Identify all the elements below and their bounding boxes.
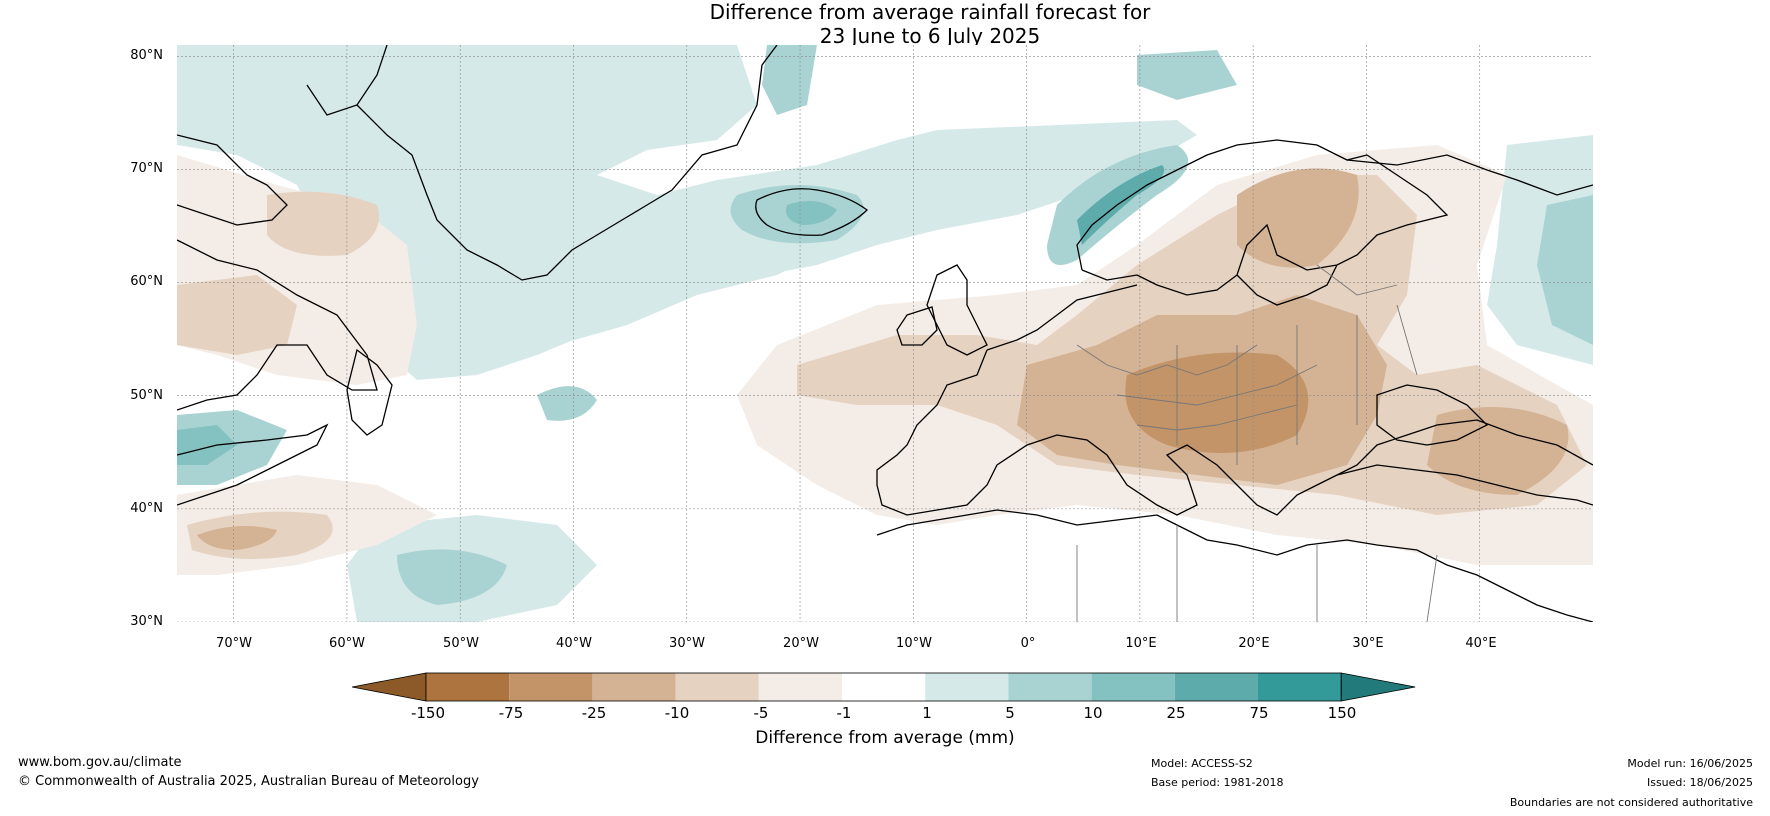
colorbar-segment-7 [925, 673, 1009, 701]
lon-label-40w: 40°W [556, 636, 592, 651]
colorbar-frame [425, 672, 1342, 702]
colorbar-tick-minus-10: -10 [664, 704, 690, 722]
coast-nova-scotia [177, 423, 329, 506]
lon-label-10e: 10°E [1125, 636, 1157, 651]
coast-baltic [1236, 264, 1338, 306]
colorbar-title: Difference from average (mm) [755, 728, 1015, 748]
coast-uk [926, 264, 988, 356]
dry-area-canada-medium [177, 275, 297, 355]
lon-label-60w: 60°W [329, 636, 365, 651]
lat-label-60n: 60°N [130, 274, 163, 289]
lat-label-30n: 30°N [130, 614, 163, 629]
lat-label-80n: 80°N [130, 48, 163, 63]
coast-labrador [177, 239, 378, 411]
colorbar-tick-5: 5 [1005, 704, 1015, 722]
colorbar-segment-3 [592, 673, 676, 701]
dry-area-europe-core [1125, 352, 1309, 453]
lat-label-40n: 40°N [130, 501, 163, 516]
colorbar-tick-minus-5: -5 [753, 704, 769, 722]
coast-north-sea [986, 284, 1138, 351]
coast-baffin [177, 134, 288, 226]
lon-label-10w: 10°W [896, 636, 932, 651]
coastlines [177, 45, 1593, 622]
wet-area-north-atlantic [177, 45, 1197, 380]
lat-label-50n: 50°N [130, 388, 163, 403]
map-area [177, 45, 1593, 622]
coast-greenland [356, 45, 778, 281]
title-line-2: 23 June to 6 July 2025 [819, 24, 1041, 48]
coast-iceland [755, 188, 868, 236]
colorbar-tick-75: 75 [1249, 704, 1269, 722]
wet-area-mid-atlantic-core [397, 549, 507, 605]
borders [1076, 264, 1438, 622]
lon-label-20e: 20°E [1238, 636, 1270, 651]
colorbar [352, 672, 1416, 702]
dry-area-black-sea [1427, 407, 1569, 495]
colorbar-tick-25: 25 [1166, 704, 1186, 722]
colorbar-segment-2 [509, 673, 593, 701]
footer-model: Model: ACCESS-S2 [1151, 757, 1253, 770]
anomaly-shading [177, 45, 1593, 622]
colorbar-segment-10 [1174, 673, 1258, 701]
colorbar-tick-1: 1 [922, 704, 932, 722]
colorbar-tick-minus-1: -1 [836, 704, 852, 722]
colorbar-extension-low [352, 672, 427, 702]
colorbar-tick-minus-150: -150 [410, 704, 446, 722]
coast-ireland [896, 306, 938, 346]
coast-norway [1076, 139, 1368, 271]
rainfall-map [177, 45, 1593, 622]
chart-title: Difference from average rainfall forecas… [0, 0, 1770, 48]
colorbar-segment-8 [1008, 673, 1092, 701]
footer-website: www.bom.gov.au/climate [18, 755, 182, 770]
title-line-1: Difference from average rainfall forecas… [709, 0, 1151, 24]
lon-label-20w: 20°W [783, 636, 819, 651]
coast-scandinavia-east [1081, 154, 1449, 296]
wet-area-svalbard [1137, 50, 1237, 100]
coast-newfoundland [346, 348, 393, 436]
footer-issued: Issued: 18/06/2025 [1646, 776, 1753, 789]
colorbar-segment-5 [758, 673, 842, 701]
lon-label-0: 0° [1020, 636, 1036, 651]
coast-turkey [1336, 464, 1593, 506]
colorbar-tick-minus-25: -25 [581, 704, 607, 722]
wet-area-norway-core [1077, 165, 1165, 245]
footer-model-run: Model run: 16/06/2025 [1627, 757, 1753, 770]
coast-black-sea [1376, 384, 1489, 446]
wet-area-greenland-south [437, 165, 827, 345]
wet-area-greenland-east [762, 45, 817, 115]
coast-kola [1346, 154, 1593, 196]
dry-area-scandinavia [1237, 168, 1359, 268]
dry-area-subtropic-dark [197, 526, 277, 550]
coast-north-africa [876, 509, 1593, 622]
footer-copyright: © Commonwealth of Australia 2025, Austra… [18, 774, 479, 789]
wet-area-atlantic-spot [537, 386, 597, 421]
colorbar-segment-4 [675, 673, 759, 701]
lon-label-50w: 50°W [443, 636, 479, 651]
dry-area-baffin [267, 191, 379, 256]
colorbar-tick-150: 150 [1327, 704, 1357, 722]
colorbar-segment-9 [1091, 673, 1175, 701]
coast-greenland-west [306, 45, 388, 116]
lon-label-30e: 30°E [1352, 636, 1384, 651]
colorbar-tick-minus-75: -75 [498, 704, 524, 722]
wet-area-iceland-core [786, 201, 837, 225]
lat-label-70n: 70°N [130, 161, 163, 176]
border-lines [1076, 264, 1438, 622]
lon-label-30w: 30°W [669, 636, 705, 651]
coast-europe-west [876, 349, 1593, 516]
colorbar-segment-11 [1258, 673, 1342, 701]
wet-area-labrador-core [177, 425, 237, 465]
lon-label-40e: 40°E [1465, 636, 1497, 651]
footer-boundaries-note: Boundaries are not considered authoritat… [1509, 796, 1753, 809]
graticule [177, 45, 1593, 622]
colorbar-tick-10: 10 [1083, 704, 1103, 722]
footer-base-period: Base period: 1981-2018 [1151, 776, 1284, 789]
wet-area-scandinavia-east-core [1537, 195, 1593, 345]
lon-label-70w: 70°W [216, 636, 252, 651]
colorbar-segment-6 [842, 673, 926, 701]
colorbar-extension-high [1340, 672, 1416, 702]
colorbar-segment-1 [426, 673, 510, 701]
